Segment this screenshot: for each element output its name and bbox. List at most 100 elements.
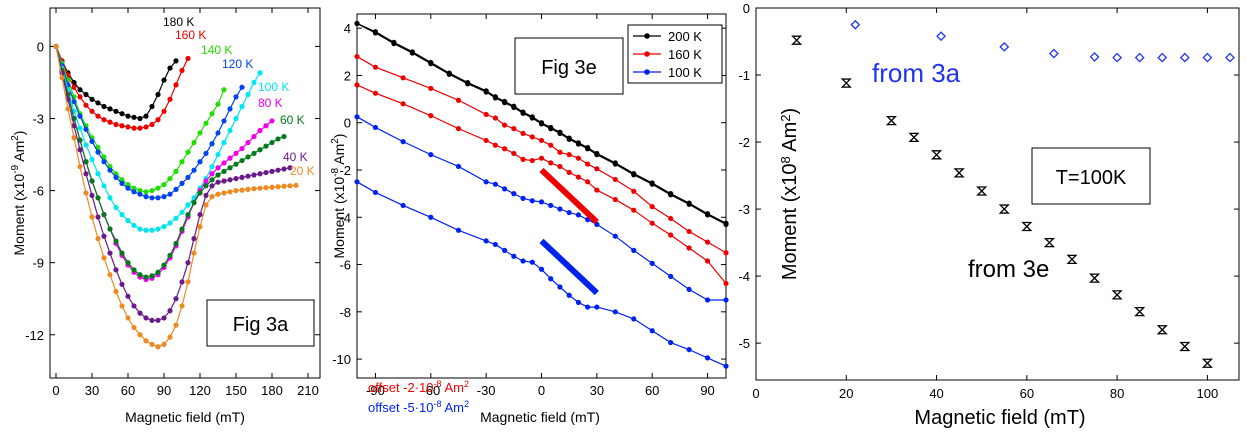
series-120-k	[53, 43, 245, 201]
offset-annotation: offset -2·10-8 Am2	[368, 379, 469, 395]
data-point	[161, 315, 167, 321]
data-point	[548, 124, 554, 131]
data-point	[227, 189, 233, 195]
series-160-k-a	[354, 53, 729, 256]
data-point	[227, 155, 233, 161]
data-point	[89, 156, 95, 162]
annotation-unit: Am	[442, 380, 464, 395]
data-point	[95, 236, 101, 242]
data-point	[281, 133, 287, 140]
data-point	[221, 190, 227, 196]
y-tick-label: 2	[344, 68, 351, 83]
data-point	[529, 114, 535, 120]
plot-frame	[49, 7, 321, 379]
data-point	[71, 123, 77, 129]
data-point	[179, 303, 185, 309]
data-point	[529, 259, 535, 265]
data-point	[263, 169, 269, 176]
data-point	[1111, 290, 1123, 300]
data-point	[428, 152, 434, 158]
series-20-k	[53, 43, 299, 350]
y-tick-label: -2	[339, 163, 351, 178]
data-point	[95, 100, 101, 106]
data-point	[83, 159, 89, 165]
y-tick-label: -8	[339, 305, 351, 320]
data-point	[221, 87, 227, 93]
data-point	[149, 121, 155, 128]
x-tick-label: 30	[85, 383, 99, 398]
data-point	[119, 212, 125, 218]
data-point	[209, 194, 215, 200]
data-point	[492, 142, 498, 148]
data-point	[119, 281, 125, 287]
series-label: 140 K	[201, 43, 232, 57]
data-point	[101, 117, 107, 123]
data-point	[95, 149, 101, 155]
legend-marker	[644, 69, 650, 75]
data-point	[723, 297, 729, 303]
data-point	[161, 77, 167, 83]
y-tick-label: -3	[32, 112, 44, 127]
data-point	[1066, 254, 1078, 265]
x-tick-label: 80	[1110, 386, 1124, 401]
data-point	[113, 267, 119, 273]
data-point	[585, 144, 591, 151]
data-point	[483, 179, 489, 185]
y-tick-label: -4	[339, 210, 351, 225]
data-point	[89, 192, 95, 199]
data-point	[185, 174, 191, 180]
data-point	[215, 191, 221, 197]
panel-label: Fig 3a	[233, 314, 289, 336]
data-point	[668, 232, 674, 238]
data-point	[77, 147, 83, 153]
data-point	[245, 154, 251, 160]
data-point	[131, 185, 137, 191]
data-point	[197, 130, 203, 136]
series-label: 180 K	[163, 15, 194, 29]
data-point	[1156, 325, 1168, 335]
data-point	[83, 142, 89, 148]
series-line	[55, 46, 291, 321]
data-point	[83, 190, 89, 196]
data-point	[538, 155, 545, 161]
data-point	[215, 172, 221, 178]
offset-annotation: offset -5·10-8 Am2	[368, 399, 469, 415]
x-tick-label: 100	[1197, 386, 1219, 401]
data-point	[372, 189, 379, 196]
data-point	[400, 101, 406, 107]
data-point	[227, 177, 233, 183]
data-point	[668, 273, 674, 279]
data-point	[197, 190, 203, 196]
data-point	[239, 145, 245, 152]
data-point	[529, 157, 535, 164]
data-point	[131, 222, 137, 229]
data-point	[372, 29, 379, 35]
legend-label: 160 K	[668, 47, 702, 62]
data-point	[191, 139, 197, 146]
data-point	[704, 211, 711, 217]
y-tick-label: 4	[344, 21, 351, 36]
data-point	[233, 94, 239, 100]
data-point	[999, 41, 1010, 52]
data-point	[143, 113, 149, 119]
x-axis-title: Magnetic field (mT)	[125, 409, 245, 425]
data-point	[511, 103, 517, 109]
y-axis-title-unit: Am	[331, 144, 347, 168]
data-point	[179, 209, 185, 215]
data-point	[179, 67, 185, 74]
data-point	[149, 317, 155, 323]
data-point	[293, 182, 299, 188]
data-point	[227, 127, 233, 134]
x-tick-label: 0	[52, 383, 59, 398]
data-point	[575, 174, 582, 180]
data-point	[101, 103, 107, 110]
data-point	[221, 139, 227, 146]
data-point	[209, 141, 215, 147]
data-point	[723, 220, 729, 226]
data-point	[95, 171, 101, 177]
data-point	[520, 258, 526, 264]
data-point	[185, 279, 191, 285]
data-point	[89, 108, 95, 114]
data-point	[649, 328, 655, 334]
data-point	[119, 123, 125, 129]
